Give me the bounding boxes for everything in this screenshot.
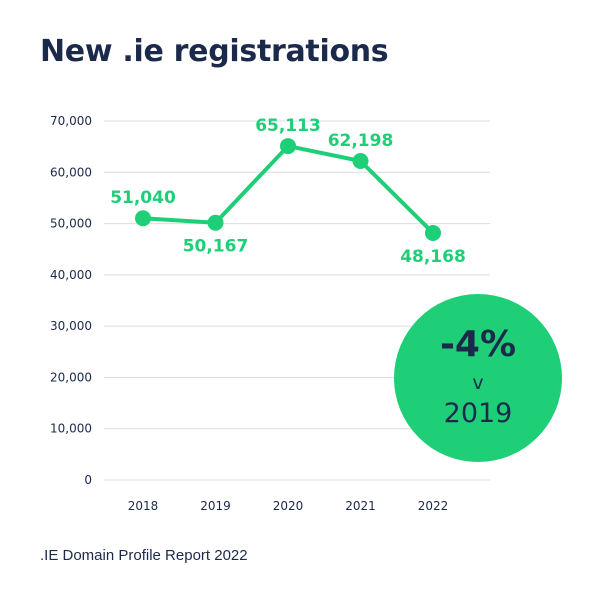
y-tick-label: 50,000	[50, 217, 92, 231]
data-label: 65,113	[255, 116, 321, 136]
grid-lines	[104, 120, 490, 481]
data-point	[280, 138, 296, 155]
data-point	[207, 214, 224, 231]
data-point	[352, 153, 369, 170]
data-label: 48,168	[400, 247, 466, 267]
source-footer: .IE Domain Profile Report 2022	[40, 547, 248, 564]
y-tick-label: 70,000	[50, 114, 92, 128]
x-axis-tick-labels: 2018 2019 2020 2021 2022	[128, 499, 449, 513]
data-point	[135, 210, 151, 227]
data-label: 51,040	[110, 188, 176, 208]
x-tick-label: 2022	[418, 499, 449, 513]
y-tick-label: 30,000	[50, 319, 92, 333]
y-tick-label: 0	[84, 473, 92, 487]
data-point	[425, 224, 441, 241]
series-line-path	[141, 144, 435, 235]
x-tick-label: 2021	[345, 499, 376, 513]
data-label: 62,198	[328, 131, 394, 151]
series-line	[141, 144, 435, 235]
y-tick-label: 20,000	[50, 370, 92, 384]
x-tick-label: 2018	[128, 499, 159, 513]
data-label: 50,167	[183, 237, 249, 257]
data-points	[135, 138, 441, 241]
badge-percent-change: -4%	[439, 324, 517, 365]
y-axis-tick-labels: 0 10,000 20,000 30,000 40,000 50,000 60,000 70,…	[50, 114, 92, 487]
badge-comparison-year: 2019	[443, 398, 513, 429]
x-tick-label: 2019	[200, 499, 231, 513]
change-badge: -4% v 2019	[394, 294, 562, 462]
y-tick-label: 60,000	[50, 165, 92, 179]
y-tick-label: 10,000	[50, 422, 92, 436]
x-tick-label: 2020	[273, 499, 304, 513]
badge-versus-label: v	[472, 372, 484, 394]
data-labels: 51,040 50,167 65,113 62,198 48,168	[110, 116, 466, 267]
y-tick-label: 40,000	[50, 268, 92, 282]
chart-title: New .ie registrations	[40, 34, 389, 69]
